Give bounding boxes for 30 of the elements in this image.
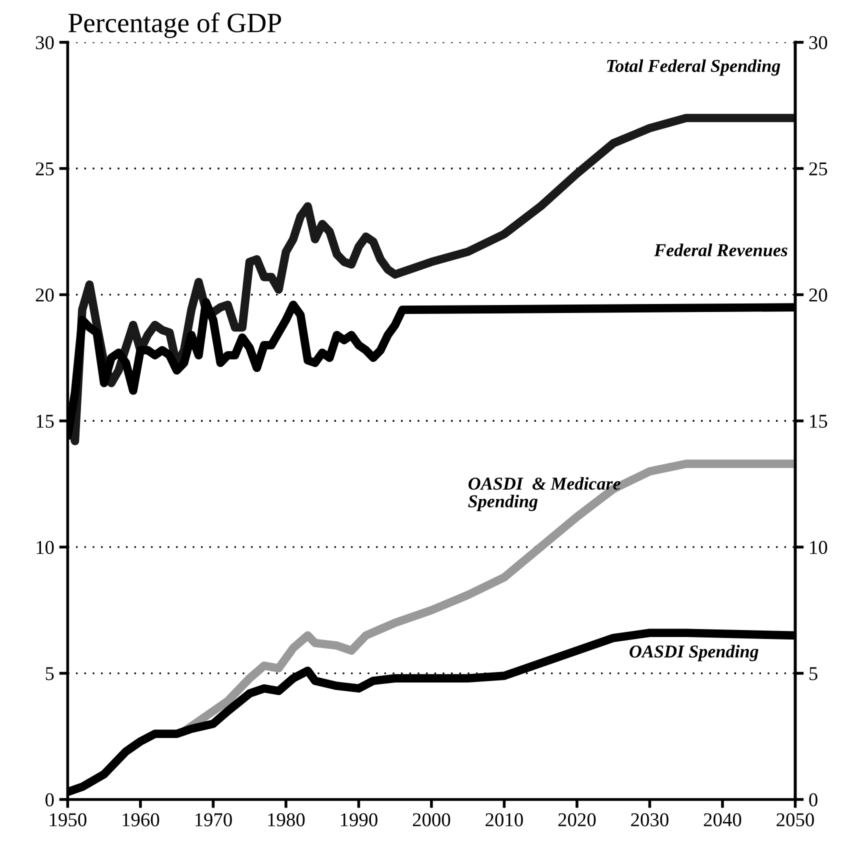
x-tick-label: 2030 [631,813,668,826]
x-tick-label: 1980 [268,813,305,826]
x-tick-label: 2010 [486,813,523,826]
x-tick-label: 2000 [412,813,450,826]
text: Federal Revenues [654,244,788,256]
y2-tick-label: 10 [810,540,828,554]
y2-tick-label: 25 [809,162,828,176]
text: Total Federal Spending [607,59,780,76]
x-tick-label: 1950 [50,813,86,826]
y2-tick-label: 5 [810,667,818,680]
y2-tick-label: 15 [810,414,828,428]
x-tick-label: 1970 [195,813,232,826]
chart-title: Percentage of GDP [68,12,282,38]
y-tick-label: 30 [36,36,54,50]
series-label: OASDI & Medicare Spending [468,477,620,512]
y2-tick-label: 20 [809,288,828,302]
y2-tick-label: 30 [809,36,828,50]
x-tick-label: 1990 [340,813,378,826]
y-tick-label: 5 [46,667,54,680]
y-tick-label: 0 [46,793,54,806]
x-tick-label: 2020 [558,813,596,826]
x-tick-label: 1960 [122,813,160,826]
series-label: OASDI Spending [630,644,758,662]
y-tick-label: 15 [36,414,54,428]
y-tick-label: 20 [36,288,54,302]
y2-tick-label: 0 [809,793,818,806]
y-tick-label: 25 [36,162,54,176]
x-tick-label: 2050 [776,813,814,826]
y-tick-label: 10 [36,540,54,554]
x-tick-label: 2040 [704,813,742,826]
